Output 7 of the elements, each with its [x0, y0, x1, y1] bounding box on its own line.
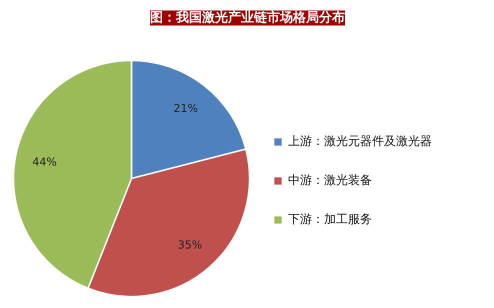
data-label: 44% — [32, 155, 57, 168]
data-label: 21% — [174, 102, 198, 116]
data-label: 35% — [178, 238, 202, 252]
legend-label: 上游：激光元器件及激光器 — [288, 133, 432, 150]
legend-label: 下游：加工服务 — [288, 211, 372, 228]
chart-title: 图：我国激光产业链市场格局分布 — [150, 10, 345, 26]
legend-label: 中游：激光装备 — [288, 172, 372, 189]
